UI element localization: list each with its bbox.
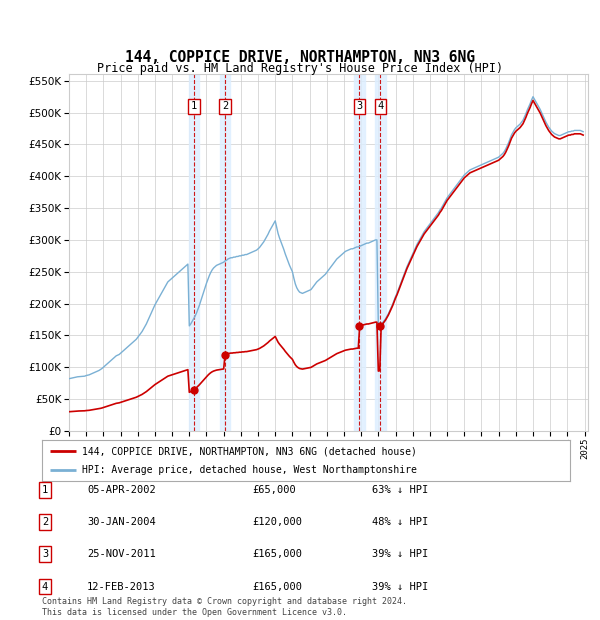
Bar bbox=[220, 74, 230, 431]
Text: £65,000: £65,000 bbox=[252, 485, 296, 495]
Text: Contains HM Land Registry data © Crown copyright and database right 2024.
This d: Contains HM Land Registry data © Crown c… bbox=[42, 598, 407, 617]
Bar bbox=[354, 74, 365, 431]
Text: 63% ↓ HPI: 63% ↓ HPI bbox=[372, 485, 428, 495]
Text: 39% ↓ HPI: 39% ↓ HPI bbox=[372, 582, 428, 591]
Text: 4: 4 bbox=[42, 582, 48, 591]
Text: 39% ↓ HPI: 39% ↓ HPI bbox=[372, 549, 428, 559]
Text: 1: 1 bbox=[191, 101, 197, 111]
Text: 2: 2 bbox=[42, 517, 48, 527]
Text: 144, COPPICE DRIVE, NORTHAMPTON, NN3 6NG (detached house): 144, COPPICE DRIVE, NORTHAMPTON, NN3 6NG… bbox=[82, 446, 416, 456]
Text: 1: 1 bbox=[42, 485, 48, 495]
Text: £120,000: £120,000 bbox=[252, 517, 302, 527]
Text: HPI: Average price, detached house, West Northamptonshire: HPI: Average price, detached house, West… bbox=[82, 466, 416, 476]
Text: 4: 4 bbox=[377, 101, 383, 111]
Text: 12-FEB-2013: 12-FEB-2013 bbox=[87, 582, 156, 591]
Text: £165,000: £165,000 bbox=[252, 549, 302, 559]
Text: 3: 3 bbox=[42, 549, 48, 559]
Text: 25-NOV-2011: 25-NOV-2011 bbox=[87, 549, 156, 559]
Bar bbox=[189, 74, 199, 431]
Bar bbox=[375, 74, 386, 431]
Text: Price paid vs. HM Land Registry's House Price Index (HPI): Price paid vs. HM Land Registry's House … bbox=[97, 62, 503, 74]
Text: 05-APR-2002: 05-APR-2002 bbox=[87, 485, 156, 495]
Text: 2: 2 bbox=[222, 101, 228, 111]
Text: 30-JAN-2004: 30-JAN-2004 bbox=[87, 517, 156, 527]
Text: 3: 3 bbox=[356, 101, 362, 111]
Text: 144, COPPICE DRIVE, NORTHAMPTON, NN3 6NG: 144, COPPICE DRIVE, NORTHAMPTON, NN3 6NG bbox=[125, 50, 475, 64]
Text: £165,000: £165,000 bbox=[252, 582, 302, 591]
Text: 48% ↓ HPI: 48% ↓ HPI bbox=[372, 517, 428, 527]
